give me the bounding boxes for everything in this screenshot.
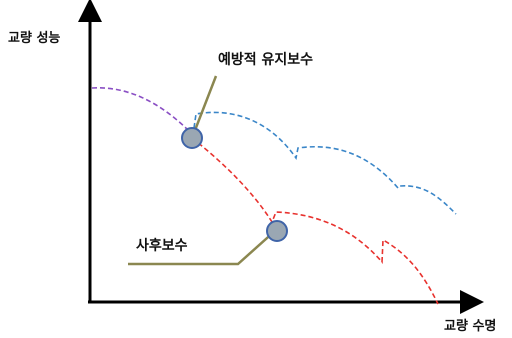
preventive-maintenance-curve — [193, 111, 457, 215]
initial-degradation-curve — [91, 87, 191, 133]
x-axis-label: 교량 수명 — [444, 318, 496, 334]
corrective-maintenance-curve — [191, 137, 439, 305]
preventive-leader-line — [190, 75, 218, 139]
corrective-maintenance-marker — [266, 220, 288, 242]
y-axis-label: 교량 성능 — [8, 31, 60, 46]
corrective-leader-line — [128, 229, 277, 266]
preventive-maintenance-marker — [181, 127, 203, 149]
corrective-maintenance-label: 사후보수 — [136, 238, 188, 254]
preventive-maintenance-label: 예방적 유지보수 — [218, 51, 313, 68]
